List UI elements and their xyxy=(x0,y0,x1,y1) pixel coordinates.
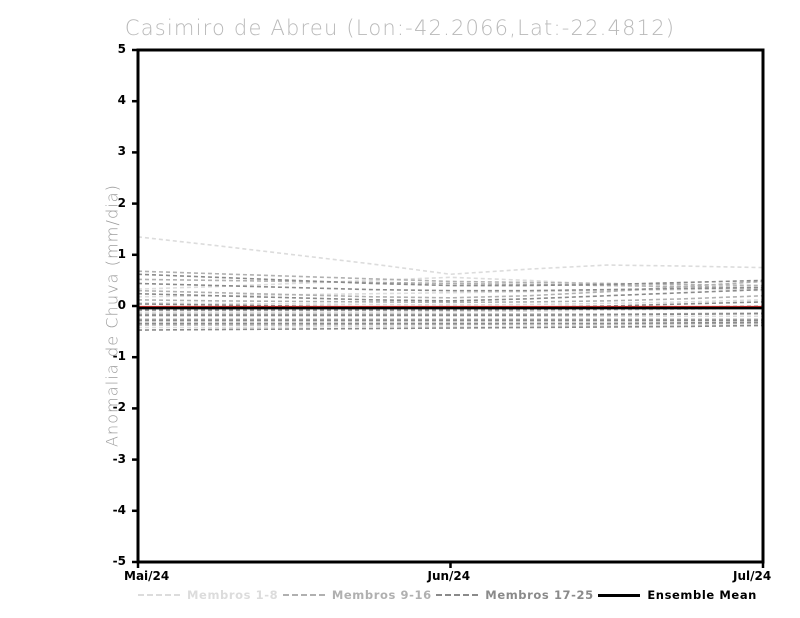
x-tick-label: Jul/24 xyxy=(733,569,772,583)
legend-swatch xyxy=(598,593,641,597)
x-tick-label: Mai/24 xyxy=(124,569,170,583)
member-line xyxy=(138,323,764,329)
legend-entry: Ensemble Mean xyxy=(598,588,757,602)
legend-entry: Membros 9-16 xyxy=(282,588,432,602)
member-line xyxy=(137,299,764,306)
y-tick-label: 0 xyxy=(117,298,126,312)
y-tick-label: -1 xyxy=(112,349,126,364)
y-tick-label: 3 xyxy=(117,144,126,159)
y-tick-label: -2 xyxy=(112,400,126,415)
legend-swatch xyxy=(282,594,325,596)
member-line xyxy=(137,288,764,302)
y-tick-label: 4 xyxy=(117,93,126,108)
chart-title: Casimiro de Abreu (Lon:-42.2066,Lat:-22.… xyxy=(124,16,676,40)
member-line xyxy=(138,321,764,325)
y-tick-label: -4 xyxy=(112,502,126,517)
member-line xyxy=(137,270,764,287)
member-line xyxy=(137,287,764,298)
legend-swatch xyxy=(436,594,479,596)
y-tick-label: -5 xyxy=(112,554,126,568)
legend-label: Ensemble Mean xyxy=(647,588,757,602)
member-line xyxy=(137,276,764,292)
legend-label: Membros 17-25 xyxy=(485,588,594,602)
y-tick-label: 5 xyxy=(117,42,126,56)
member-line xyxy=(137,282,764,292)
member-line xyxy=(138,312,764,315)
y-tick-label: -3 xyxy=(112,451,126,466)
ticks-layer xyxy=(132,48,765,568)
member-line xyxy=(137,294,764,304)
member-line xyxy=(137,301,764,309)
legend-entry: Membros 1-8 xyxy=(138,588,278,602)
member-line xyxy=(137,236,764,276)
series-layer xyxy=(137,236,764,331)
member-line xyxy=(138,312,764,317)
y-tick-label: 1 xyxy=(117,246,126,261)
legend-swatch xyxy=(138,594,180,596)
legend-entry: Membros 17-25 xyxy=(436,588,593,602)
legend-label: Membros 9-16 xyxy=(331,588,432,602)
member-line xyxy=(137,324,764,331)
chart-legend: Membros 1-8 Membros 9-16 Membros 17-25 Ense… xyxy=(138,586,763,604)
y-tick-label: 2 xyxy=(117,195,126,210)
member-line xyxy=(137,278,764,289)
x-tick-label: Jun/24 xyxy=(427,569,471,583)
member-line xyxy=(137,273,764,287)
legend-label: Membros 1-8 xyxy=(187,588,279,602)
